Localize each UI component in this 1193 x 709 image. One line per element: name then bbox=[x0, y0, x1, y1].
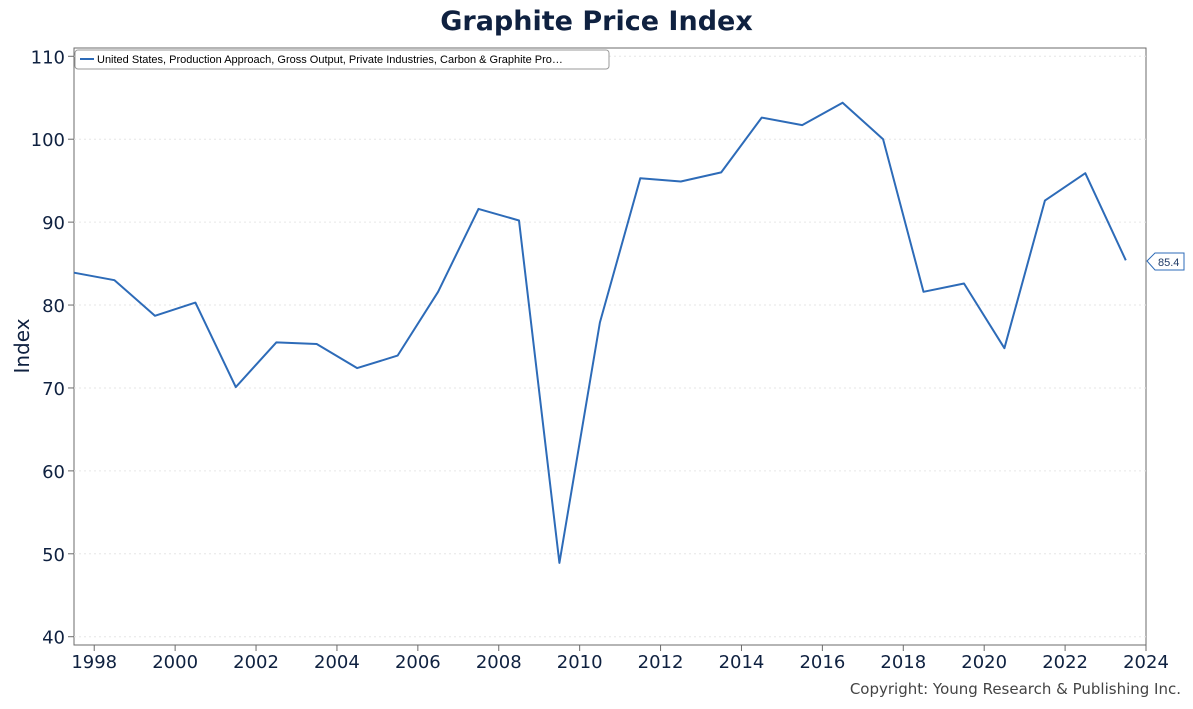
series-layer bbox=[73, 101, 1127, 564]
x-tick-label: 2002 bbox=[233, 652, 279, 673]
x-tick-label: 2004 bbox=[314, 652, 360, 673]
x-tick-label: 2012 bbox=[638, 652, 684, 673]
legend: United States, Production Approach, Gros… bbox=[74, 49, 610, 70]
y-tick-label: 50 bbox=[42, 545, 65, 566]
grid-lines bbox=[74, 55, 1146, 638]
x-tick-label: 2000 bbox=[152, 652, 198, 673]
y-tick-label: 100 bbox=[31, 130, 65, 151]
last-value-callout: 85.4 bbox=[1146, 252, 1185, 271]
x-tick-label: 2010 bbox=[557, 652, 603, 673]
x-tick-label: 1998 bbox=[71, 652, 117, 673]
y-tick-label: 110 bbox=[31, 47, 65, 68]
legend-box bbox=[74, 49, 610, 70]
x-tick-label: 2022 bbox=[1042, 652, 1088, 673]
y-axis: 40 50 60 70 80 90 100 110 bbox=[31, 47, 74, 649]
y-tick-label: 80 bbox=[42, 296, 65, 317]
plot-frame bbox=[73, 47, 1147, 646]
y-tick-label: 40 bbox=[42, 628, 65, 649]
x-tick-label: 2018 bbox=[880, 652, 926, 673]
last-value-callout-box bbox=[1146, 252, 1185, 271]
y-tick-label: 60 bbox=[42, 462, 65, 483]
chart-title: Graphite Price Index bbox=[440, 6, 753, 37]
x-tick-label: 2024 bbox=[1123, 652, 1169, 673]
y-tick-label: 90 bbox=[42, 213, 65, 234]
x-axis: 1998 2000 2002 2004 2006 2008 2010 2012 2014 2016… bbox=[71, 645, 1169, 673]
x-tick-label: 2014 bbox=[719, 652, 765, 673]
series-line bbox=[73, 101, 1127, 564]
copyright-note: Copyright: Young Research & Publishing I… bbox=[849, 680, 1181, 698]
x-tick-label: 2020 bbox=[961, 652, 1007, 673]
y-tick-label: 70 bbox=[42, 379, 65, 400]
x-tick-label: 2016 bbox=[799, 652, 845, 673]
x-tick-label: 2008 bbox=[476, 652, 522, 673]
legend-label: United States, Production Approach, Gros… bbox=[97, 54, 563, 66]
y-axis-title: Index bbox=[10, 318, 34, 373]
last-value-label: 85.4 bbox=[1158, 257, 1179, 269]
x-tick-label: 2006 bbox=[395, 652, 441, 673]
